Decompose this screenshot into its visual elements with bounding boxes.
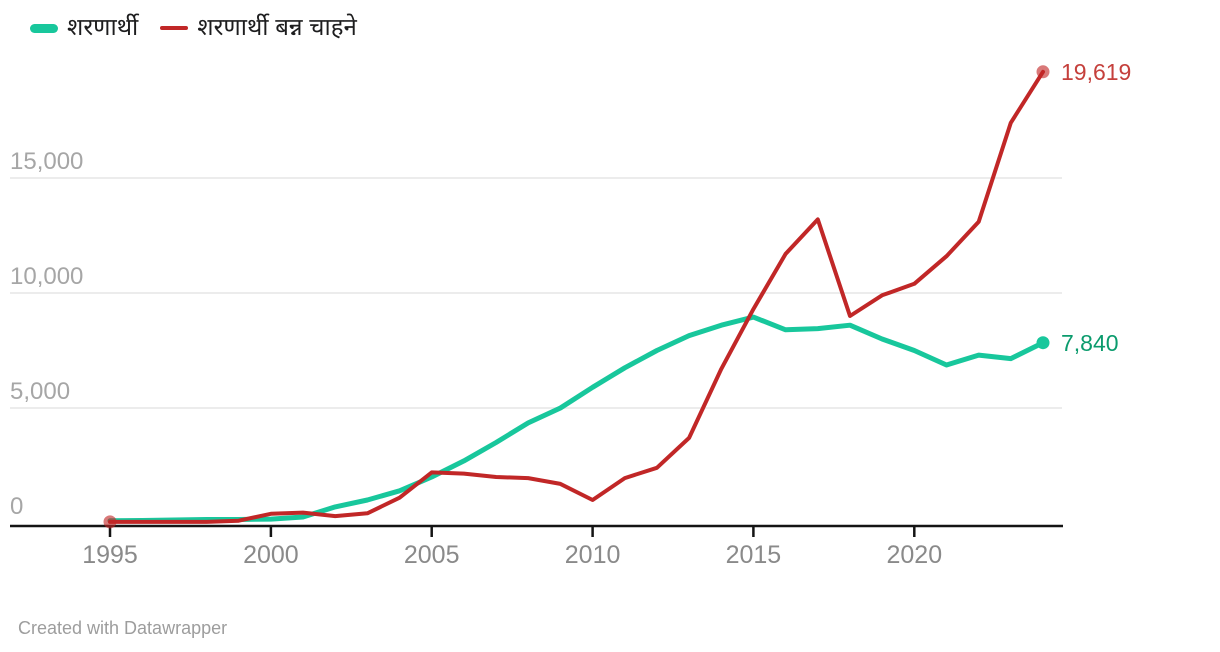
legend-item-asylum-seekers: शरणार्थी बन्न चाहने [160,14,357,43]
y-axis-tick-label: 0 [10,493,23,520]
y-axis-tick-label: 10,000 [10,263,83,290]
series-line-asylum-seekers [108,69,1045,524]
y-axis-tick-label: 5,000 [10,378,70,405]
datawrapper-credit: Created with Datawrapper [18,618,228,638]
end-dot-refugees [1036,336,1050,350]
x-axis-tick-label: 2005 [404,541,460,569]
x-axis-tick-label: 2015 [726,541,782,569]
legend-swatch-asylum-seekers [160,26,189,31]
series-line-refugees [107,314,1046,524]
legend-item-refugees: शरणार्थी [30,14,138,43]
x-axis-tick-label: 1995 [82,541,138,569]
value-label-asylum-seekers: 19,619 [1061,59,1132,85]
x-axis-tick-label: 2010 [565,541,621,569]
legend-label-refugees: शरणार्थी [67,14,139,41]
x-axis-tick-label: 2020 [886,541,942,569]
start-dot-asylum-seekers [103,515,117,529]
value-label-refugees: 7,840 [1061,330,1119,356]
legend-swatch-refugees [30,23,58,33]
end-dot-asylum-seekers [1036,65,1050,79]
legend: शरणार्थी शरणार्थी बन्न चाहने [30,14,357,43]
x-axis-tick-label: 2000 [243,541,299,569]
legend-label-asylum-seekers: शरणार्थी बन्न चाहने [197,14,357,41]
y-axis-tick-label: 15,000 [10,148,83,175]
